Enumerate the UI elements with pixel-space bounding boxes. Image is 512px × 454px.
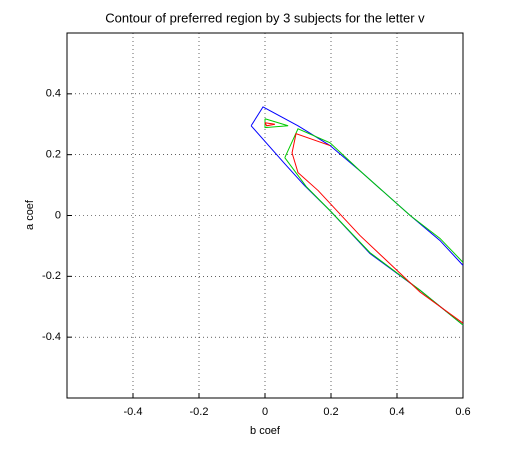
chart-title: Contour of preferred region by 3 subject… bbox=[105, 10, 425, 25]
x-tick-label: -0.2 bbox=[190, 406, 209, 418]
y-tick-label: 0 bbox=[55, 209, 61, 221]
y-tick-label: 0.4 bbox=[46, 88, 61, 100]
x-tick-label: 0.6 bbox=[455, 406, 470, 418]
axes-box bbox=[66, 32, 464, 399]
y-tick-label: -0.2 bbox=[42, 270, 61, 282]
y-tick-label: 0.2 bbox=[46, 149, 61, 161]
x-tick-label: 0.4 bbox=[389, 406, 404, 418]
y-tick-label: -0.4 bbox=[42, 331, 61, 343]
x-tick-label: 0.2 bbox=[323, 406, 338, 418]
x-tick-label: -0.4 bbox=[124, 406, 143, 418]
x-tick-label: 0 bbox=[262, 406, 268, 418]
x-axis-label: b coef bbox=[250, 425, 281, 437]
contour-line bbox=[264, 122, 464, 324]
y-axis-label: a coef bbox=[24, 199, 36, 230]
